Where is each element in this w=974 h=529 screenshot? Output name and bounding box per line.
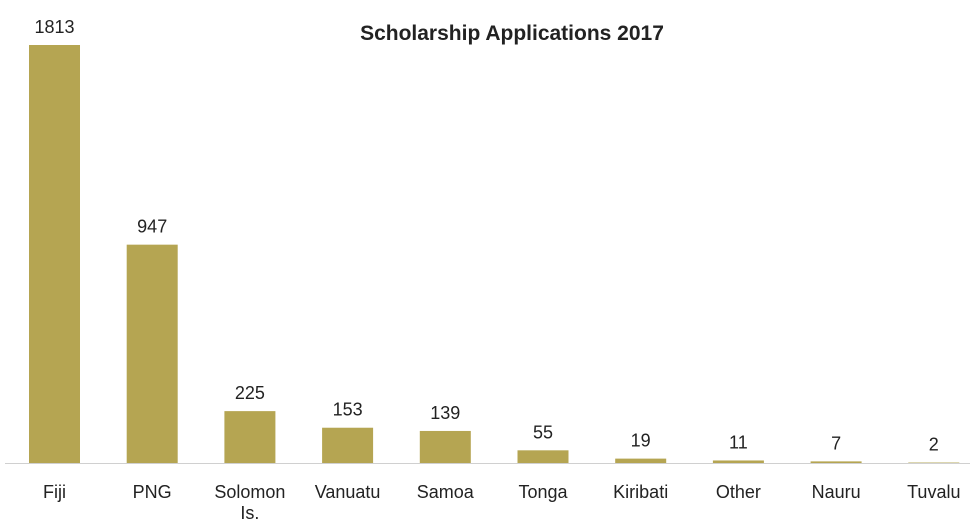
x-tick-label: Nauru xyxy=(811,482,861,502)
chart-title: Scholarship Applications 2017 xyxy=(360,22,664,45)
data-label: 19 xyxy=(631,431,651,451)
bar xyxy=(126,244,178,463)
data-label: 7 xyxy=(831,433,841,453)
x-tick-label: PNG xyxy=(132,482,172,502)
data-label: 225 xyxy=(235,383,265,403)
bar xyxy=(615,458,667,463)
x-tick-label: Tuvalu xyxy=(907,482,961,502)
x-tick-label: Kiribati xyxy=(613,482,669,502)
data-label: 139 xyxy=(430,403,460,423)
bar xyxy=(322,427,374,463)
bar xyxy=(517,450,569,463)
data-label: 153 xyxy=(333,400,363,420)
data-label: 2 xyxy=(929,435,939,455)
data-label: 55 xyxy=(533,422,553,442)
x-tick-label: Other xyxy=(715,482,761,502)
x-tick-label: Solomon Is. xyxy=(214,482,286,523)
data-label: 1813 xyxy=(34,17,74,37)
bar xyxy=(224,411,276,463)
x-tick-label: Fiji xyxy=(43,482,66,502)
x-tick-label: Vanuatu xyxy=(314,482,381,502)
bar xyxy=(712,460,764,463)
bar xyxy=(419,430,471,463)
bar xyxy=(810,461,862,463)
data-label: 947 xyxy=(137,217,167,237)
x-tick-label: Samoa xyxy=(416,482,474,502)
bar xyxy=(29,45,80,463)
x-tick-label: Tonga xyxy=(518,482,568,502)
data-label: 11 xyxy=(729,432,748,452)
